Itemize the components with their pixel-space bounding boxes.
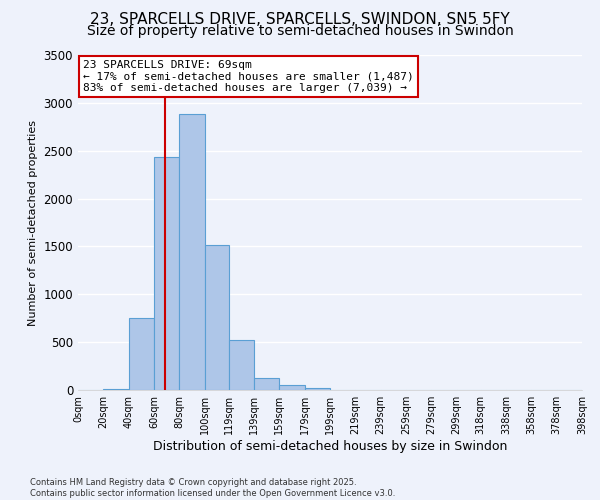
Bar — [103, 389, 128, 390]
Text: 23 SPARCELLS DRIVE: 69sqm
← 17% of semi-detached houses are smaller (1,487)
83% : 23 SPARCELLS DRIVE: 69sqm ← 17% of semi-… — [83, 60, 414, 93]
Text: Contains HM Land Registry data © Crown copyright and database right 2025.
Contai: Contains HM Land Registry data © Crown c… — [30, 478, 395, 498]
Text: 23, SPARCELLS DRIVE, SPARCELLS, SWINDON, SN5 5FY: 23, SPARCELLS DRIVE, SPARCELLS, SWINDON,… — [90, 12, 510, 28]
Bar — [280, 385, 305, 390]
Bar — [229, 340, 254, 390]
Text: Size of property relative to semi-detached houses in Swindon: Size of property relative to semi-detach… — [86, 24, 514, 38]
X-axis label: Distribution of semi-detached houses by size in Swindon: Distribution of semi-detached houses by … — [153, 440, 507, 453]
Y-axis label: Number of semi-detached properties: Number of semi-detached properties — [28, 120, 38, 326]
Bar — [205, 244, 229, 390]
Bar — [128, 318, 154, 390]
Bar — [254, 378, 280, 390]
Bar — [305, 388, 330, 390]
Bar — [154, 158, 179, 390]
Bar — [179, 114, 205, 390]
